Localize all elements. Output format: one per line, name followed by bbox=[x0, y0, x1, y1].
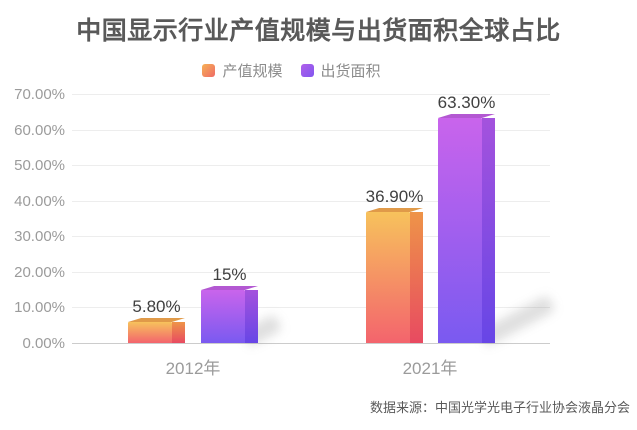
gridline bbox=[72, 307, 550, 308]
purple-swatch-icon bbox=[300, 64, 314, 77]
orange-swatch-icon bbox=[202, 64, 216, 77]
gridline bbox=[72, 272, 550, 273]
bar-产值规模-2012年 bbox=[128, 318, 185, 343]
legend-label: 出货面积 bbox=[320, 63, 381, 80]
chart-title: 中国显示行业产值规模与出货面积全球占比 bbox=[76, 17, 561, 45]
legend-item-output-value: 产值规模 bbox=[202, 60, 283, 81]
y-tick-label: 40.00% bbox=[14, 193, 65, 210]
bar-出货面积-2021年 bbox=[438, 114, 495, 343]
gridline bbox=[72, 165, 550, 166]
bar-value-label: 15% bbox=[212, 265, 247, 284]
bar-value-label: 5.80% bbox=[132, 297, 181, 316]
bar-top-face bbox=[438, 114, 495, 118]
bar-产值规模-2021年 bbox=[366, 208, 423, 343]
legend: 产值规模 出货面积 bbox=[0, 60, 610, 81]
y-tick-label: 10.00% bbox=[14, 299, 65, 316]
bar-side-face bbox=[410, 212, 423, 343]
bar-top-face bbox=[128, 318, 185, 322]
y-tick-label: 20.00% bbox=[14, 264, 65, 281]
legend-item-shipment-area: 出货面积 bbox=[300, 60, 381, 81]
y-tick-label: 0.00% bbox=[22, 335, 65, 352]
y-tick-label: 60.00% bbox=[14, 122, 65, 139]
bar-front-face bbox=[438, 118, 482, 343]
y-tick-label: 30.00% bbox=[14, 228, 65, 245]
gridline bbox=[72, 130, 550, 131]
bar-front-face bbox=[366, 212, 410, 343]
bar-side-face bbox=[482, 118, 495, 343]
y-tick-label: 70.00% bbox=[14, 86, 65, 103]
legend-label: 产值规模 bbox=[222, 63, 283, 80]
bar-top-face bbox=[201, 286, 258, 290]
bar-value-label: 63.30% bbox=[437, 93, 496, 112]
bar-front-face bbox=[128, 322, 172, 343]
source-note: 数据来源：中国光学光电子行业协会液晶分会 bbox=[369, 400, 630, 415]
x-axis-line bbox=[72, 343, 550, 344]
bar-value-label: 36.90% bbox=[365, 187, 424, 206]
bar-top-face bbox=[366, 208, 423, 212]
bar-出货面积-2012年 bbox=[201, 286, 258, 343]
y-tick-label: 50.00% bbox=[14, 157, 65, 174]
gridline bbox=[72, 94, 550, 95]
bar-side-face bbox=[245, 290, 258, 343]
gridline bbox=[72, 201, 550, 202]
bar-front-face bbox=[201, 290, 245, 343]
x-axis-label: 2021年 bbox=[402, 359, 458, 378]
x-axis-label: 2012年 bbox=[165, 359, 221, 378]
bar-side-face bbox=[172, 322, 185, 343]
gridline bbox=[72, 236, 550, 237]
